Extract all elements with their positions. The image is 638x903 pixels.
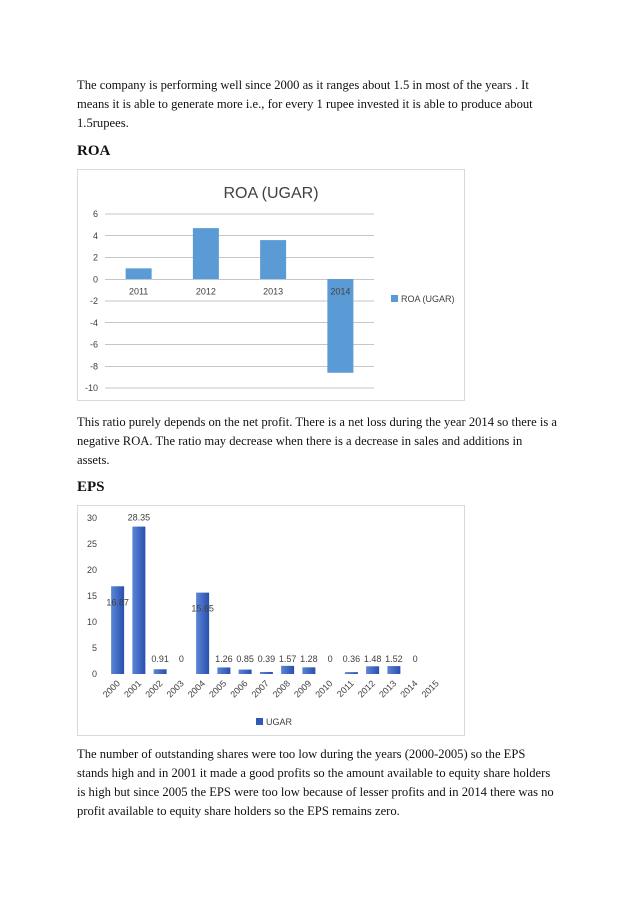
eps-data-label: 0.36 <box>343 654 361 664</box>
roa-y-tick-label: 6 <box>93 209 98 219</box>
eps-legend-swatch <box>256 718 263 725</box>
eps-bar <box>259 671 273 674</box>
eps-data-labels: 16.87 28.35 0.91 0 15.65 1.26 0.85 0.39 1.57 1.28… <box>106 513 417 664</box>
eps-chart: 30 25 20 15 10 5 0 16.87 28.35 0.91 0 15.65 1.26 0.8… <box>77 505 465 736</box>
eps-data-label: 1.48 <box>364 654 382 664</box>
eps-data-label: 0.85 <box>236 654 254 664</box>
roa-y-tick-label: -6 <box>90 340 98 350</box>
eps-data-label: 0 <box>179 654 184 664</box>
eps-y-tick-label: 0 <box>92 669 97 679</box>
roa-y-tick-label: -2 <box>90 296 98 306</box>
roa-x-tick-label: 2014 <box>330 286 350 296</box>
eps-data-label: 1.57 <box>279 654 297 664</box>
eps-bar <box>111 586 125 674</box>
roa-chart: ROA (UGAR) 6 4 2 0 -2 -4 -6 -8 -10 2011 2012 2013 2… <box>77 169 465 401</box>
roa-y-tick-label: -8 <box>90 361 98 371</box>
eps-bar <box>238 669 252 674</box>
roa-heading: ROA <box>77 143 111 159</box>
eps-y-tick-label: 5 <box>92 643 97 653</box>
roa-x-tick-label: 2013 <box>263 286 283 296</box>
roa-bar <box>192 228 219 280</box>
eps-data-label: 0.39 <box>258 654 276 664</box>
roa-legend-label: ROA (UGAR) <box>401 294 455 304</box>
eps-y-tick-label: 15 <box>87 591 97 601</box>
eps-bar <box>196 592 210 674</box>
roa-x-tick-label: 2012 <box>196 286 216 296</box>
eps-bar <box>132 526 146 674</box>
eps-bar <box>302 667 316 674</box>
eps-y-axis-ticks: 30 25 20 15 10 5 0 <box>87 513 97 679</box>
eps-paragraph: The number of outstanding shares were to… <box>77 747 554 818</box>
roa-bar <box>327 279 354 373</box>
eps-y-tick-label: 25 <box>87 539 97 549</box>
roa-legend-swatch <box>391 295 398 302</box>
eps-data-label: 15.65 <box>191 604 214 614</box>
eps-bar <box>344 672 358 674</box>
eps-data-label: 16.87 <box>106 597 129 607</box>
roa-legend: ROA (UGAR) <box>391 294 455 304</box>
roa-bar <box>125 268 152 280</box>
eps-bar <box>387 666 401 674</box>
eps-bars <box>111 526 401 674</box>
eps-legend-label: UGAR <box>266 717 293 727</box>
roa-chart-title: ROA (UGAR) <box>223 185 318 202</box>
roa-chart-border <box>77 169 465 401</box>
eps-data-label: 1.28 <box>300 654 318 664</box>
eps-bar <box>366 666 380 674</box>
roa-y-tick-label: 0 <box>93 274 98 284</box>
roa-bars <box>125 228 354 373</box>
roa-bar <box>260 240 287 280</box>
roa-y-tick-label: 2 <box>93 253 98 263</box>
eps-y-tick-label: 20 <box>87 565 97 575</box>
eps-bar <box>153 669 167 674</box>
roa-y-tick-label: -4 <box>90 318 98 328</box>
eps-data-label: 0 <box>413 654 418 664</box>
eps-bar <box>217 667 231 674</box>
eps-chart-svg: 30 25 20 15 10 5 0 16.87 28.35 0.91 0 15.65 1.26 0.8… <box>77 505 465 736</box>
roa-x-tick-label: 2011 <box>129 286 148 296</box>
intro-paragraph: The company is performing well since 200… <box>77 78 533 130</box>
eps-bar <box>281 665 295 674</box>
eps-y-tick-label: 30 <box>87 513 97 523</box>
roa-paragraph: This ratio purely depends on the net pro… <box>77 415 557 467</box>
roa-y-tick-label: 4 <box>93 231 98 241</box>
eps-data-label: 0 <box>328 654 333 664</box>
eps-y-tick-label: 10 <box>87 617 97 627</box>
roa-y-tick-label: -10 <box>85 383 98 393</box>
roa-x-axis-labels: 2011 2012 2013 2014 <box>129 286 350 296</box>
eps-data-label: 1.26 <box>215 654 233 664</box>
eps-data-label: 28.35 <box>128 513 151 523</box>
eps-heading: EPS <box>77 479 105 495</box>
roa-y-axis-ticks: 6 4 2 0 -2 -4 -6 -8 -10 <box>85 209 98 393</box>
eps-data-label: 1.52 <box>385 654 403 664</box>
eps-legend: UGAR <box>256 717 293 727</box>
eps-data-label: 0.91 <box>151 654 169 664</box>
